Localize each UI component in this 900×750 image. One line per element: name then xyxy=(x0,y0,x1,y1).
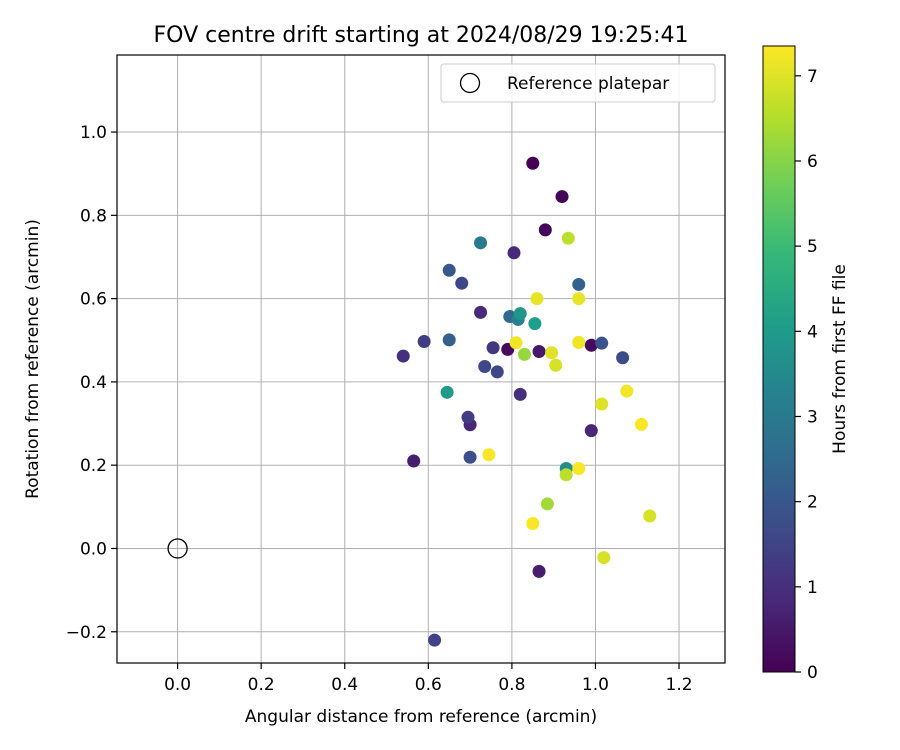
legend-box xyxy=(440,63,716,103)
y-tick-label: 0.8 xyxy=(80,206,107,226)
plot-area xyxy=(116,54,726,664)
y-tick-label: 0.0 xyxy=(80,539,107,559)
data-point xyxy=(584,424,598,438)
data-point xyxy=(584,338,598,352)
colorbar-ticks: 0 1 2 3 4 5 6 7 xyxy=(795,67,818,683)
data-point xyxy=(440,385,454,399)
y-tick-label: −0.2 xyxy=(66,623,107,643)
data-point xyxy=(517,347,531,361)
colorbar-label: Hours from first FF file xyxy=(830,264,850,454)
data-point xyxy=(417,335,431,349)
colorbar-tick-label: 5 xyxy=(807,237,818,257)
data-point xyxy=(549,358,563,372)
colorbar-tick-label: 0 xyxy=(807,663,818,683)
data-point xyxy=(595,397,609,411)
data-point xyxy=(509,336,523,350)
data-point xyxy=(474,305,488,319)
colorbar-tick-label: 2 xyxy=(807,493,818,513)
data-point xyxy=(428,633,442,647)
data-point xyxy=(559,468,573,482)
data-point xyxy=(538,223,552,237)
y-axis-label: Rotation from reference (arcmin) xyxy=(23,219,43,499)
data-point xyxy=(530,292,544,306)
colorbar-tick-label: 7 xyxy=(807,67,818,87)
x-tick-label: 1.2 xyxy=(666,675,693,695)
y-tick-label: 0.6 xyxy=(80,290,107,310)
data-point xyxy=(396,349,410,363)
data-point xyxy=(595,336,609,350)
data-point xyxy=(572,292,586,306)
y-tick-label: 0.2 xyxy=(80,456,107,476)
data-point xyxy=(526,516,540,530)
grid xyxy=(117,55,725,663)
data-point xyxy=(545,346,559,360)
data-point xyxy=(572,277,586,291)
legend-label-reference: Reference platepar xyxy=(507,74,669,94)
data-point xyxy=(532,345,546,359)
y-tick-label: 0.4 xyxy=(80,373,107,393)
data-point xyxy=(634,417,648,431)
y-tick-label: 1.0 xyxy=(80,123,107,143)
x-tick-label: 1.0 xyxy=(582,675,609,695)
y-axis: −0.2 0.0 0.2 0.4 0.6 0.8 1.0 xyxy=(66,123,117,643)
data-point xyxy=(572,335,586,349)
data-point xyxy=(526,156,540,170)
chart-title: FOV centre drift starting at 2024/08/29 … xyxy=(154,23,689,48)
colorbar-tick-label: 1 xyxy=(807,578,818,598)
data-point xyxy=(442,263,456,277)
data-point xyxy=(532,564,546,578)
colorbar: 0 1 2 3 4 5 6 7 Hours from first FF file xyxy=(762,45,850,683)
data-point xyxy=(461,410,475,424)
data-point xyxy=(643,509,657,523)
x-tick-label: 0.4 xyxy=(331,675,358,695)
data-point xyxy=(555,190,569,204)
x-tick-label: 0.2 xyxy=(248,675,275,695)
x-tick-label: 0.8 xyxy=(498,675,525,695)
data-point xyxy=(482,448,496,462)
data-point xyxy=(478,359,492,373)
reference-platepar-point xyxy=(167,538,188,559)
x-tick-label: 0.0 xyxy=(164,675,191,695)
x-axis-label: Angular distance from reference (arcmin) xyxy=(245,707,597,727)
colorbar-gradient xyxy=(762,45,796,673)
colorbar-tick-label: 6 xyxy=(807,152,818,172)
data-point xyxy=(513,307,527,321)
data-point xyxy=(455,276,469,290)
legend-marker-reference-icon xyxy=(459,72,481,94)
x-axis: 0.0 0.2 0.4 0.6 0.8 1.0 1.2 xyxy=(164,663,693,695)
legend: Reference platepar xyxy=(440,63,716,103)
data-point xyxy=(474,236,488,250)
data-point xyxy=(407,454,421,468)
data-point xyxy=(561,231,575,245)
data-point xyxy=(540,497,554,511)
data-point xyxy=(490,365,504,379)
data-point xyxy=(486,341,500,355)
data-point xyxy=(597,551,611,565)
data-point xyxy=(620,384,634,398)
data-point xyxy=(616,351,630,365)
data-point xyxy=(507,246,521,260)
colorbar-tick-label: 3 xyxy=(807,407,818,427)
x-tick-label: 0.6 xyxy=(415,675,442,695)
data-point xyxy=(442,333,456,347)
data-point xyxy=(572,462,586,476)
data-point xyxy=(528,317,542,331)
data-points xyxy=(167,156,657,647)
data-point xyxy=(513,387,527,401)
data-point xyxy=(463,450,477,464)
colorbar-tick-label: 4 xyxy=(807,322,818,342)
